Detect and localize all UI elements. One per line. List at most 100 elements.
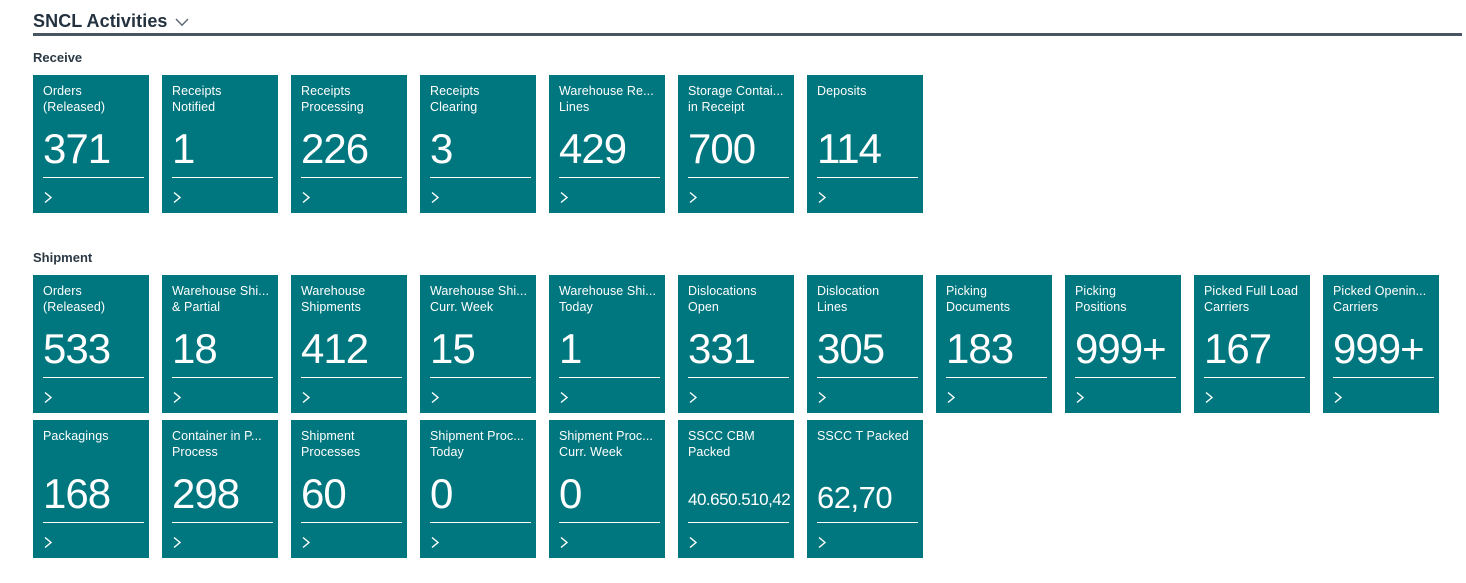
tile-value-number: 999+ xyxy=(1333,325,1425,373)
tile-value: 371 xyxy=(43,119,144,173)
tile-value: 3 xyxy=(430,119,531,170)
tile-divider xyxy=(172,177,273,178)
cue-tile[interactable]: Orders (Released) 371 xyxy=(33,75,149,213)
chevron-right-icon xyxy=(172,391,182,404)
cue-tile[interactable]: Picking Documents 183 xyxy=(936,275,1052,413)
chevron-right-icon xyxy=(559,391,569,404)
tile-label: Warehouse Shi... & Partial xyxy=(172,284,270,314)
cue-tile[interactable]: Deposits 114 xyxy=(807,75,923,213)
cue-tile[interactable]: Warehouse Shi... & Partial 18 xyxy=(162,275,278,413)
chevron-right-icon xyxy=(817,536,827,549)
cue-tile[interactable]: Shipment Proc... Curr. Week 0 xyxy=(549,420,665,558)
tile-divider xyxy=(172,377,273,378)
tile-divider xyxy=(817,177,918,178)
chevron-right-icon xyxy=(688,536,698,549)
cue-tile[interactable]: Picked Full Load Carriers 167 xyxy=(1194,275,1310,413)
cue-tile[interactable]: Shipment Processes 60 xyxy=(291,420,407,558)
activities-page: SNCL Activities Receive Orders (Released… xyxy=(33,10,1466,558)
tile-label: Container in P... Process xyxy=(172,429,262,459)
cue-tile[interactable]: Picking Positions 999+ xyxy=(1065,275,1181,413)
chevron-right-icon xyxy=(817,391,827,404)
tile-value: 533 xyxy=(43,319,144,370)
cue-tile[interactable]: Container in P... Process 298 xyxy=(162,420,278,558)
tile-value: 429 xyxy=(559,119,660,170)
cue-tile[interactable]: Receipts Processing 226 xyxy=(291,75,407,213)
tile-label: Orders (Released) xyxy=(43,84,106,114)
chevron-right-icon xyxy=(559,536,569,549)
tile-label: Warehouse Shipments xyxy=(301,284,366,314)
tile-value: 412 xyxy=(301,319,402,370)
tile-divider xyxy=(43,522,144,523)
tile-value: 1 xyxy=(559,319,660,370)
tile-divider xyxy=(817,377,918,378)
tile-label: Warehouse Shi... Curr. Week xyxy=(430,284,528,314)
tile-label: Picked Full Load Carriers xyxy=(1204,284,1299,314)
cue-tile[interactable]: Packagings 168 xyxy=(33,420,149,558)
tile-label: SSCC T Packed xyxy=(817,429,909,443)
tile-value: 60 xyxy=(301,464,402,515)
tile-label: Warehouse Shi... Today xyxy=(559,284,657,314)
chevron-right-icon xyxy=(430,391,440,404)
chevron-down-icon[interactable] xyxy=(175,18,189,27)
cue-tile[interactable]: Dislocations Open 331 xyxy=(678,275,794,413)
cue-section-shipment: Shipment Orders (Released) 533 Warehouse… xyxy=(33,249,1466,558)
tile-label: Receipts Processing xyxy=(301,84,364,114)
tile-divider xyxy=(430,522,531,523)
cue-tile[interactable]: Shipment Proc... Today 0 xyxy=(420,420,536,558)
tile-value-number: 371 xyxy=(43,125,111,173)
tile-divider xyxy=(301,377,402,378)
cue-tile[interactable]: Receipts Clearing 3 xyxy=(420,75,536,213)
tile-value: 1 xyxy=(172,119,273,170)
chevron-right-icon xyxy=(817,191,827,204)
tile-value: 168 xyxy=(43,464,144,515)
cue-tile[interactable]: Warehouse Shi... Curr. Week 15 xyxy=(420,275,536,413)
tile-label: Dislocations Open xyxy=(688,284,757,314)
tile-divider xyxy=(1333,377,1434,378)
chevron-right-icon xyxy=(1204,391,1214,404)
tile-value: 331 xyxy=(688,319,789,373)
tile-value-number: 331 xyxy=(688,325,756,373)
tile-label: Dislocation Lines xyxy=(817,284,880,314)
chevron-right-icon xyxy=(430,536,440,549)
chevron-right-icon xyxy=(688,391,698,404)
cue-tile[interactable]: Dislocation Lines 305 xyxy=(807,275,923,413)
cue-tile[interactable]: Warehouse Shipments 412 xyxy=(291,275,407,413)
tile-label: Picking Documents xyxy=(946,284,1011,314)
sections-container: Receive Orders (Released) 371 Receipts N… xyxy=(33,49,1466,558)
tile-divider xyxy=(946,377,1047,378)
tile-value: 114 xyxy=(817,119,918,170)
cue-tile[interactable]: Warehouse Shi... Today 1 xyxy=(549,275,665,413)
section-label: Receive xyxy=(33,50,83,65)
tile-label: Shipment Processes xyxy=(301,429,361,459)
cue-tile[interactable]: Storage Contai... in Receipt 700 xyxy=(678,75,794,213)
tile-value-number: 700 xyxy=(688,125,756,173)
tile-divider xyxy=(430,177,531,178)
tile-grid: Orders (Released) 533 Warehouse Shi... &… xyxy=(33,275,1462,558)
cue-tile[interactable]: SSCC CBM Packed 40.650.510,42 xyxy=(678,420,794,558)
tile-label: Receipts Clearing xyxy=(430,84,480,114)
chevron-right-icon xyxy=(301,191,311,204)
chevron-right-icon xyxy=(172,536,182,549)
chevron-right-icon xyxy=(172,191,182,204)
tile-value: 999+ xyxy=(1333,319,1434,373)
tile-divider xyxy=(817,522,918,523)
section-label: Shipment xyxy=(33,250,93,265)
cue-tile[interactable]: Picked Openin... Carriers 999+ xyxy=(1323,275,1439,413)
tile-value: 15 xyxy=(430,319,531,370)
tile-label: Warehouse Re... Lines xyxy=(559,84,654,114)
cue-tile[interactable]: Receipts Notified 1 xyxy=(162,75,278,213)
tile-divider xyxy=(1075,377,1176,378)
cue-section-receive: Receive Orders (Released) 371 Receipts N… xyxy=(33,49,1466,213)
cue-tile[interactable]: SSCC T Packed 62,70 xyxy=(807,420,923,558)
tile-value: 62,70 xyxy=(817,464,918,514)
cue-tile[interactable]: Orders (Released) 533 xyxy=(33,275,149,413)
tile-divider xyxy=(43,177,144,178)
tile-value: 18 xyxy=(172,319,273,370)
chevron-right-icon xyxy=(301,391,311,404)
tile-divider xyxy=(688,377,789,378)
cue-tile[interactable]: Warehouse Re... Lines 429 xyxy=(549,75,665,213)
chevron-right-icon xyxy=(430,191,440,204)
tile-value: 226 xyxy=(301,119,402,170)
tile-divider xyxy=(1204,377,1305,378)
page-title: SNCL Activities xyxy=(33,10,168,31)
